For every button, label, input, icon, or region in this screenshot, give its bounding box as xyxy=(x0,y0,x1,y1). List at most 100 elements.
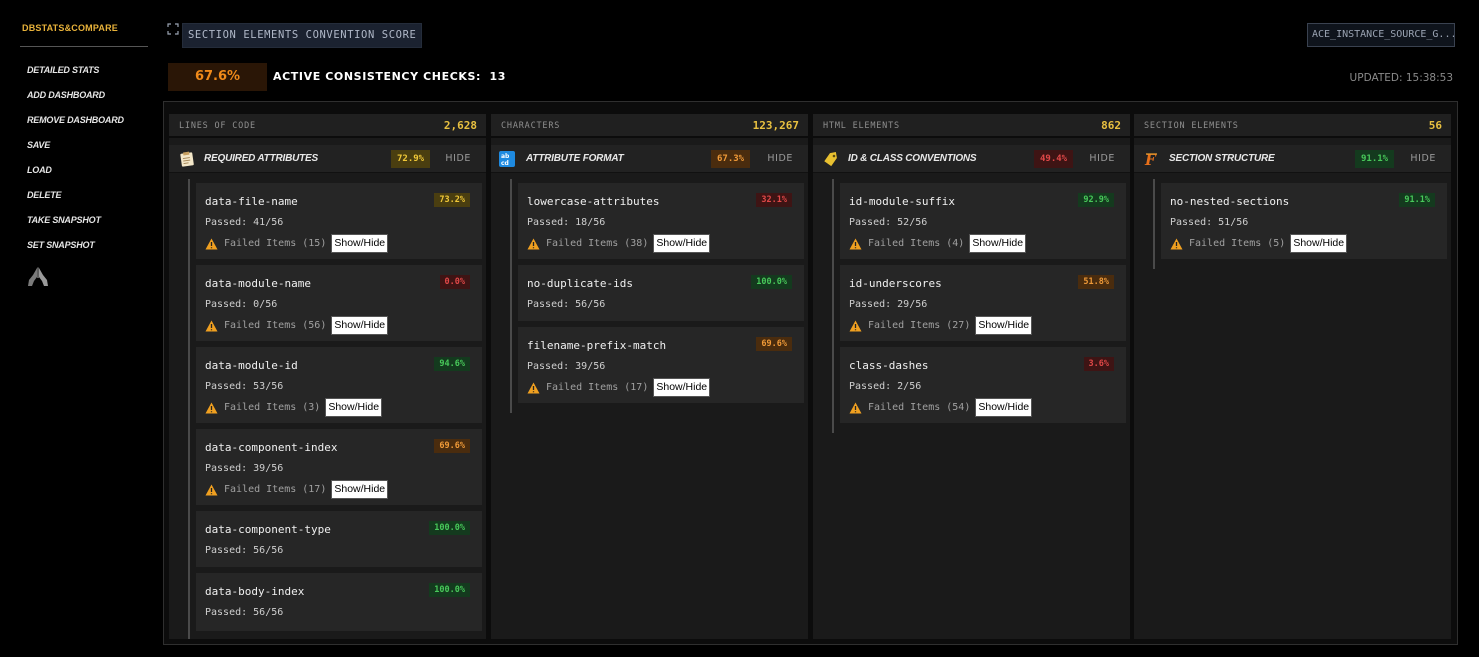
check-card: id-underscores 51.8% Passed: 29/56 Faile… xyxy=(840,265,1126,341)
check-failed-row: Failed Items (5) Show/Hide xyxy=(1170,234,1348,253)
check-name: filename-prefix-match xyxy=(527,339,667,352)
menu-item-save[interactable]: SAVE xyxy=(27,140,51,150)
check-failed-row: Failed Items (17) Show/Hide xyxy=(527,378,711,397)
check-score-badge: 92.9% xyxy=(1078,193,1114,207)
hide-button[interactable]: HIDE xyxy=(767,153,793,164)
check-card: data-component-type 100.0% Passed: 56/56 xyxy=(196,511,482,567)
stat-label: LINES OF CODE xyxy=(179,121,256,131)
sidebar-menu: DETAILED STATS ADD DASHBOARD REMOVE DASH… xyxy=(27,63,124,263)
page-title: SECTION ELEMENTS CONVENTION SCORE xyxy=(182,23,423,48)
check-passed: Passed: 56/56 xyxy=(205,545,284,556)
check-name: data-module-id xyxy=(205,359,298,372)
active-checks-count: 13 xyxy=(489,70,506,83)
menu-item-remove-dashboard[interactable]: REMOVE DASHBOARD xyxy=(27,115,124,125)
svg-text:F: F xyxy=(1144,151,1157,167)
section-title: ID & CLASS CONVENTIONS xyxy=(848,153,977,164)
menu-item-load[interactable]: LOAD xyxy=(27,165,52,175)
check-passed: Passed: 39/56 xyxy=(527,361,606,372)
warning-icon xyxy=(205,238,218,249)
app-brand: DBSTATS&COMPARE xyxy=(22,23,118,33)
check-name: class-dashes xyxy=(849,359,929,372)
hide-button[interactable]: HIDE xyxy=(1089,153,1115,164)
check-passed: Passed: 52/56 xyxy=(849,217,928,228)
section-header: ID & CLASS CONVENTIONS 49.4% HIDE xyxy=(813,145,1130,173)
menu-item-set-snapshot[interactable]: SET SNAPSHOT xyxy=(27,240,95,250)
show-hide-button[interactable]: Show/Hide xyxy=(331,480,389,499)
active-checks: ACTIVE CONSISTENCY CHECKS: 13 xyxy=(273,70,506,83)
check-score-badge: 69.6% xyxy=(434,439,470,453)
show-hide-button[interactable]: Show/Hide xyxy=(331,234,389,253)
check-score-badge: 73.2% xyxy=(434,193,470,207)
show-hide-button[interactable]: Show/Hide xyxy=(969,234,1027,253)
abcd-icon: ab cd xyxy=(499,151,515,167)
check-score-badge: 100.0% xyxy=(751,275,792,289)
check-score-badge: 32.1% xyxy=(756,193,792,207)
warning-icon xyxy=(205,402,218,413)
check-failed-row: Failed Items (17) Show/Hide xyxy=(205,480,389,499)
show-hide-button[interactable]: Show/Hide xyxy=(331,316,389,335)
hide-button[interactable]: HIDE xyxy=(1410,153,1436,164)
stat-label: SECTION ELEMENTS xyxy=(1144,121,1239,131)
tag-icon xyxy=(824,152,837,167)
check-card: data-module-id 94.6% Passed: 53/56 Faile… xyxy=(196,347,482,423)
tree-line xyxy=(188,179,190,639)
overall-score: 67.6% xyxy=(168,63,267,91)
menu-item-take-snapshot[interactable]: TAKE SNAPSHOT xyxy=(27,215,101,225)
menu-item-delete[interactable]: DELETE xyxy=(27,190,62,200)
check-passed: Passed: 29/56 xyxy=(849,299,928,310)
praying-hands-icon[interactable] xyxy=(26,266,50,288)
section-title: SECTION STRUCTURE xyxy=(1169,153,1275,164)
check-card: data-body-index 100.0% Passed: 56/56 xyxy=(196,573,482,631)
check-name: data-component-type xyxy=(205,523,331,536)
show-hide-button[interactable]: Show/Hide xyxy=(325,398,383,417)
check-card: no-nested-sections 91.1% Passed: 51/56 F… xyxy=(1161,183,1447,259)
check-score-badge: 0.0% xyxy=(439,275,470,289)
check-passed: Passed: 18/56 xyxy=(527,217,606,228)
show-hide-button[interactable]: Show/Hide xyxy=(653,378,711,397)
check-name: no-nested-sections xyxy=(1170,195,1290,208)
failed-items-label: Failed Items (38) xyxy=(546,238,649,249)
show-hide-button[interactable]: Show/Hide xyxy=(975,398,1033,417)
tree-line xyxy=(510,179,512,413)
failed-items-label: Failed Items (54) xyxy=(868,402,971,413)
check-score-badge: 51.8% xyxy=(1078,275,1114,289)
check-card: filename-prefix-match 69.6% Passed: 39/5… xyxy=(518,327,804,403)
fancy-f-icon: F xyxy=(1144,151,1157,167)
check-card: no-duplicate-ids 100.0% Passed: 56/56 xyxy=(518,265,804,321)
warning-icon xyxy=(527,382,540,393)
show-hide-button[interactable]: Show/Hide xyxy=(975,316,1033,335)
check-passed: Passed: 56/56 xyxy=(205,607,284,618)
hide-button[interactable]: HIDE xyxy=(445,153,471,164)
section-score-badge: 72.9% xyxy=(391,150,431,168)
show-hide-button[interactable]: Show/Hide xyxy=(1290,234,1348,253)
svg-text:ab: ab xyxy=(501,153,510,160)
check-score-badge: 100.0% xyxy=(429,583,470,597)
source-select[interactable]: ACE_INSTANCE_SOURCE_G... xyxy=(1307,23,1455,47)
check-card: data-component-index 69.6% Passed: 39/56… xyxy=(196,429,482,505)
stat-label: HTML ELEMENTS xyxy=(823,121,900,131)
show-hide-button[interactable]: Show/Hide xyxy=(653,234,711,253)
stat-lines-of-code: LINES OF CODE 2,628 xyxy=(169,114,486,138)
menu-item-add-dashboard[interactable]: ADD DASHBOARD xyxy=(27,90,105,100)
svg-text:cd: cd xyxy=(501,160,509,167)
stat-characters: CHARACTERS 123,267 xyxy=(491,114,808,138)
stat-html-elements: HTML ELEMENTS 862 xyxy=(813,114,1130,138)
warning-icon xyxy=(527,238,540,249)
check-name: data-component-index xyxy=(205,441,338,454)
section-title: ATTRIBUTE FORMAT xyxy=(526,153,624,164)
check-card: data-file-name 73.2% Passed: 41/56 Faile… xyxy=(196,183,482,259)
stat-label: CHARACTERS xyxy=(501,121,561,131)
menu-item-detailed-stats[interactable]: DETAILED STATS xyxy=(27,65,100,75)
dashboard-grid: LINES OF CODE 2,628 REQUIRED ATTRIBUTES … xyxy=(163,101,1458,645)
failed-items-label: Failed Items (27) xyxy=(868,320,971,331)
warning-icon xyxy=(849,238,862,249)
check-score-badge: 91.1% xyxy=(1399,193,1435,207)
section-header: REQUIRED ATTRIBUTES 72.9% HIDE xyxy=(169,145,486,173)
check-card: data-module-name 0.0% Passed: 0/56 Faile… xyxy=(196,265,482,341)
check-failed-row: Failed Items (15) Show/Hide xyxy=(205,234,389,253)
expand-icon[interactable] xyxy=(167,23,179,35)
check-passed: Passed: 51/56 xyxy=(1170,217,1249,228)
check-failed-row: Failed Items (38) Show/Hide xyxy=(527,234,711,253)
check-name: data-body-index xyxy=(205,585,305,598)
section-score-badge: 49.4% xyxy=(1034,150,1074,168)
